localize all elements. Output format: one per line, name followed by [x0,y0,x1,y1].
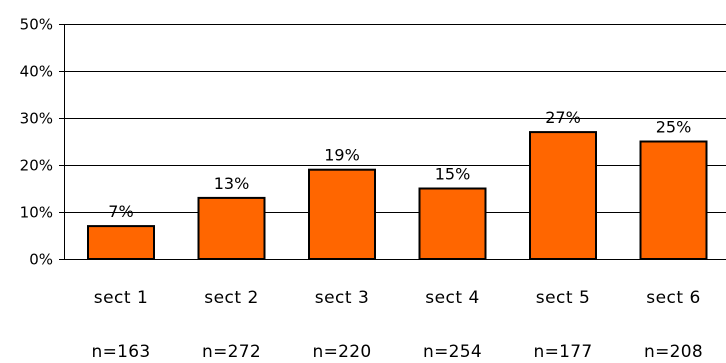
x-sample-size-label: n=163 [92,342,151,362]
x-category-label: sect 6 [646,288,701,308]
gridlines [64,24,726,260]
x-category-label: sect 5 [536,288,591,308]
x-sample-size-label: n=254 [423,342,482,362]
x-sample-size-label: n=177 [534,342,593,362]
y-axis-tick-labels: 0% 10% 20% 30% 40% 50% [20,16,53,269]
data-label: 25% [656,118,692,137]
data-label: 15% [435,165,471,184]
bar [529,131,597,261]
data-label: 19% [324,146,360,165]
x-category-label: sect 3 [315,288,370,308]
y-tick-label: 10% [20,204,53,222]
data-labels: 7% 13% 19% 15% 27% 25% [108,108,691,221]
y-tick-label: 40% [20,63,53,81]
axes [59,24,65,260]
bar [197,196,266,260]
x-axis-sample-size-labels: n=163 n=272 n=220 n=254 n=177 n=208 [92,342,703,362]
x-sample-size-label: n=208 [644,342,703,362]
y-tick-label: 20% [20,157,53,175]
y-tick-label: 50% [20,16,53,34]
bar [308,168,376,260]
x-category-label: sect 2 [204,288,259,308]
data-label: 13% [214,174,250,193]
bars [87,131,708,261]
x-axis-category-labels: sect 1 sect 2 sect 3 sect 4 sect 5 sect 6 [94,288,701,308]
bar [87,225,155,261]
x-category-label: sect 4 [425,288,480,308]
y-tick-label: 30% [20,110,53,128]
data-label: 27% [545,108,581,127]
bar [639,140,708,260]
x-sample-size-label: n=272 [202,342,261,362]
x-sample-size-label: n=220 [313,342,372,362]
x-category-label: sect 1 [94,288,149,308]
y-tick-label: 0% [29,251,53,269]
bar [418,187,487,260]
data-label: 7% [108,202,133,221]
